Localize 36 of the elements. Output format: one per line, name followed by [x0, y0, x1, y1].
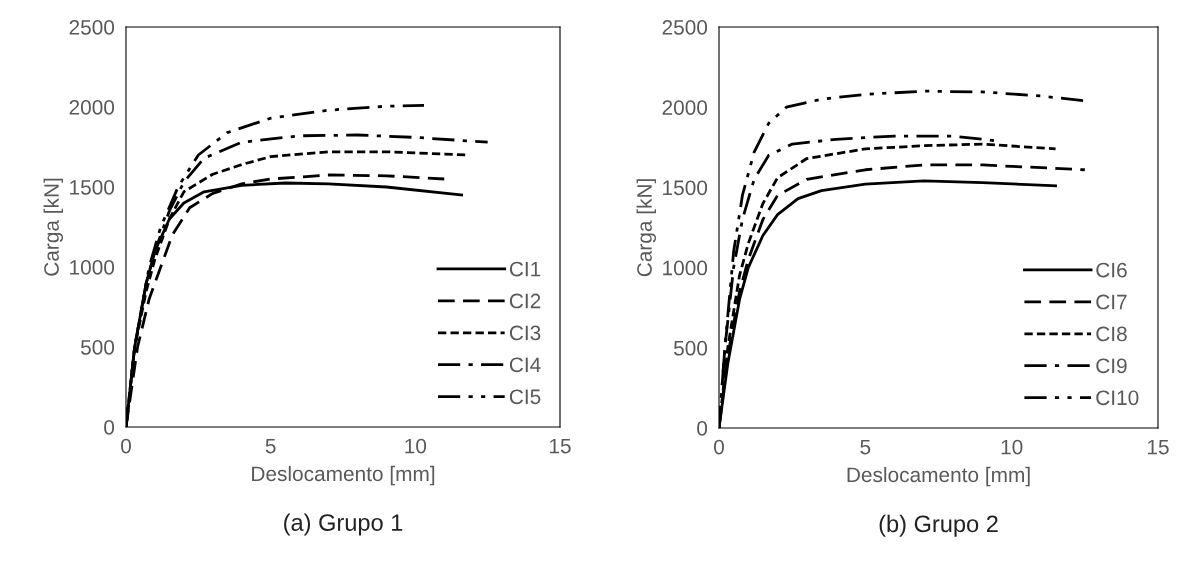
- legend-label: CI2: [509, 293, 541, 309]
- y-tick-label: 1000: [70, 260, 115, 275]
- legend-label: CI9: [1096, 358, 1127, 374]
- legend-label: CI6: [1096, 262, 1127, 278]
- x-axis-title: Deslocamento [mm]: [252, 465, 435, 486]
- x-tick-label: 0: [121, 438, 131, 454]
- legend-label: CI10: [1096, 390, 1139, 406]
- legend-label: CI7: [1096, 294, 1127, 310]
- y-tick-label: 0: [104, 420, 115, 435]
- x-tick-label: 5: [860, 439, 871, 455]
- y-tick-label: 2000: [662, 100, 708, 115]
- legend-label: CI3: [509, 325, 541, 341]
- y-tick-label: 1500: [70, 180, 115, 195]
- x-tick-label: 15: [550, 438, 571, 454]
- x-tick-label: 10: [405, 438, 427, 454]
- y-tick-label: 1000: [663, 260, 708, 276]
- x-tick-label: 15: [1148, 439, 1169, 455]
- y-tick-label: 2500: [69, 20, 115, 35]
- x-tick-label: 10: [1001, 439, 1023, 455]
- legend-label: CI5: [509, 389, 541, 405]
- x-tick-label: 0: [714, 439, 724, 455]
- text: (b) Grupo 2: [879, 514, 998, 537]
- y-tick-label: 2500: [662, 20, 708, 35]
- legend-label: CI8: [1096, 326, 1127, 342]
- x-axis-title: Deslocamento [mm]: [847, 466, 1030, 487]
- y-tick-label: 500: [673, 340, 708, 356]
- y-tick-label: 2000: [69, 100, 115, 115]
- y-axis-title: Carga [kN]: [43, 178, 63, 276]
- legend-label: CI4: [509, 357, 541, 373]
- text: (a) Grupo 1: [284, 513, 403, 536]
- legend-label: CI1: [509, 261, 541, 277]
- y-tick-label: 1500: [663, 180, 708, 196]
- y-tick-label: 0: [697, 421, 708, 436]
- y-tick-label: 500: [80, 340, 115, 355]
- y-axis-title: Carga [kN]: [636, 179, 656, 277]
- x-tick-label: 5: [265, 438, 276, 454]
